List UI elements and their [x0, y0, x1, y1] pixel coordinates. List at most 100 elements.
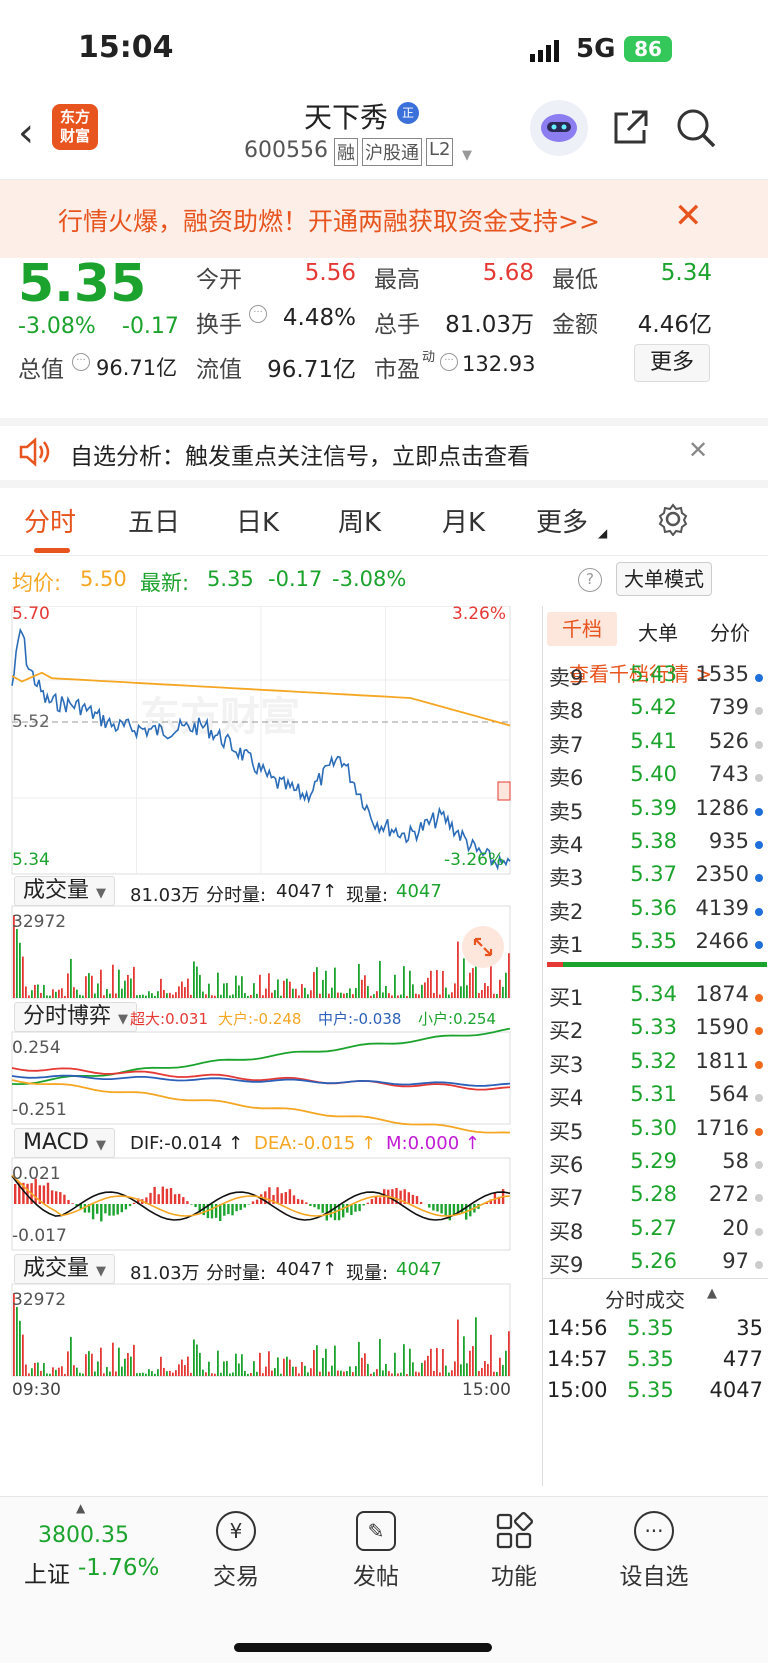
game-line	[11, 1074, 511, 1087]
tab-depth[interactable]: 千档	[547, 612, 617, 646]
chart-canvas[interactable]	[0, 606, 542, 1486]
network-label: 5G	[576, 34, 616, 64]
help-icon[interactable]: ?	[578, 568, 602, 592]
volume-bar	[430, 970, 432, 998]
macd-bar	[87, 1204, 91, 1213]
more-dots-icon[interactable]: ···	[440, 353, 458, 371]
trade-button[interactable]: ¥ 交易	[176, 1511, 296, 1591]
macd-bar	[149, 1192, 152, 1204]
bid-row[interactable]: 买3 5.32 1811	[543, 1049, 768, 1083]
intraday-charts: 5.70 5.52 5.34 3.26% -3.26% 东方财富 成交量 ▼ 8…	[0, 604, 542, 1486]
gear-icon[interactable]	[656, 502, 690, 540]
analysis-alert[interactable]: 自选分析：触发重点关注信号，立即点击查看 ✕	[0, 418, 768, 488]
more-dots-icon[interactable]: ···	[72, 353, 90, 371]
macd-bar	[34, 1178, 37, 1204]
expand-icon[interactable]	[462, 926, 504, 968]
ask-row[interactable]: 卖4 5.38 935	[543, 829, 768, 863]
more-button[interactable]: 更多	[634, 344, 710, 382]
macd-bar	[145, 1197, 148, 1204]
tab-five-day[interactable]: 五日	[128, 508, 181, 538]
function-button[interactable]: 功能	[454, 1511, 574, 1591]
ask-volume: 743	[708, 762, 749, 787]
back-icon[interactable]: ‹	[18, 110, 34, 156]
ask-row[interactable]: 卖3 5.37 2350	[543, 862, 768, 896]
volume-bar	[265, 988, 267, 998]
tab-month-k[interactable]: 月K	[442, 508, 486, 538]
volume-bar	[52, 989, 54, 998]
indicator-select[interactable]: 成交量 ▼	[14, 1254, 116, 1284]
tab-price-split[interactable]: 分价	[710, 621, 750, 645]
bid-row[interactable]: 买4 5.31 564	[543, 1082, 768, 1116]
ask-row[interactable]: 卖7 5.41 526	[543, 729, 768, 763]
bid-row[interactable]: 买1 5.34 1874	[543, 982, 768, 1016]
ask-row[interactable]: 卖5 5.39 1286	[543, 796, 768, 830]
volume-bar	[436, 970, 438, 998]
volume-bar	[442, 970, 444, 998]
close-icon[interactable]: ✕	[688, 436, 709, 464]
dot-icon	[755, 1227, 763, 1236]
share-icon[interactable]	[610, 108, 650, 152]
macd-bar	[436, 1204, 439, 1212]
macd-bar	[96, 1204, 99, 1214]
close-icon[interactable]: ✕	[674, 196, 703, 236]
dropdown-icon[interactable]: ▼	[462, 148, 472, 163]
indicator-select[interactable]: MACD ▼	[14, 1128, 115, 1158]
volume-bar	[463, 1336, 465, 1376]
macd-bar	[391, 1189, 394, 1204]
volume-bar	[505, 972, 507, 998]
tab-more[interactable]: 更多	[536, 508, 589, 538]
volume-bar	[271, 992, 273, 998]
alert-text[interactable]: 自选分析：触发重点关注信号，立即点击查看	[70, 444, 530, 470]
tab-week-k[interactable]: 周K	[338, 508, 382, 538]
add-watchlist-button[interactable]: ··· 设自选	[594, 1511, 714, 1591]
macd-bar	[26, 1183, 29, 1204]
volume-bar	[268, 1351, 270, 1376]
big-order-mode-button[interactable]: 大单模式	[616, 562, 712, 596]
ask-row[interactable]: 卖9 5.43 1535	[543, 662, 768, 696]
volume-bar	[322, 979, 324, 998]
collapse-icon[interactable]: ▲	[707, 1286, 717, 1301]
ask-row[interactable]: 卖2 5.36 4139	[543, 896, 768, 930]
volume-bar	[82, 1373, 84, 1376]
volume-bar	[379, 960, 381, 998]
robot-avatar-icon[interactable]	[530, 100, 588, 156]
tab-big-orders[interactable]: 大单	[638, 621, 678, 645]
status-bar: 15:04 5G 86	[0, 0, 768, 96]
volume-bar	[142, 1372, 144, 1376]
depth-link[interactable]: 查看千档行情 >	[569, 662, 713, 686]
ask-row[interactable]: 卖8 5.42 739	[543, 695, 768, 729]
bid-row[interactable]: 买6 5.29 58	[543, 1149, 768, 1183]
volume-bar	[175, 992, 177, 998]
tab-intraday[interactable]: 分时	[24, 508, 77, 538]
index-pct[interactable]: -1.76%	[78, 1555, 160, 1581]
chart-frame	[11, 1157, 511, 1251]
more-dots-icon[interactable]: ···	[249, 305, 267, 323]
ask-row[interactable]: 卖1 5.35 2466	[543, 929, 768, 963]
post-button[interactable]: ✎ 发帖	[316, 1511, 436, 1591]
index-name[interactable]: 上证	[24, 1562, 70, 1588]
ask-row[interactable]: 卖6 5.40 743	[543, 762, 768, 796]
quote-panel: 5.35 -3.08% -0.17 总值 ··· 96.71亿 今开 5.56 …	[0, 254, 768, 418]
bid-row[interactable]: 买2 5.33 1590	[543, 1015, 768, 1049]
bid-row[interactable]: 买8 5.27 20	[543, 1216, 768, 1250]
bid-row[interactable]: 买5 5.30 1716	[543, 1116, 768, 1150]
search-icon[interactable]	[674, 106, 718, 154]
bid-row[interactable]: 买7 5.28 272	[543, 1182, 768, 1216]
speaker-icon	[18, 436, 52, 472]
bid-price: 5.27	[630, 1215, 677, 1240]
volume-bar	[151, 993, 153, 998]
volume-bar	[229, 1373, 231, 1376]
promo-banner[interactable]: 行情火爆，融资助燃！开通两融获取资金支持>> ✕	[0, 180, 768, 258]
macd-bar	[251, 1201, 255, 1204]
promo-text[interactable]: 行情火爆，融资助燃！开通两融获取资金支持>>	[58, 207, 600, 236]
indicator-select[interactable]: 分时博弈 ▼	[14, 1002, 138, 1032]
index-value[interactable]: 3800.35	[38, 1523, 129, 1548]
bid-row[interactable]: 买9 5.26 97	[543, 1249, 768, 1283]
volume-bar	[76, 989, 78, 998]
indicator-select[interactable]: 成交量 ▼	[14, 876, 116, 906]
vol2-cur: 4047	[396, 1259, 442, 1280]
macd-bar	[120, 1204, 123, 1213]
bid-level: 买9	[549, 1253, 584, 1278]
tab-day-k[interactable]: 日K	[236, 508, 280, 538]
volume-bar	[73, 987, 75, 998]
